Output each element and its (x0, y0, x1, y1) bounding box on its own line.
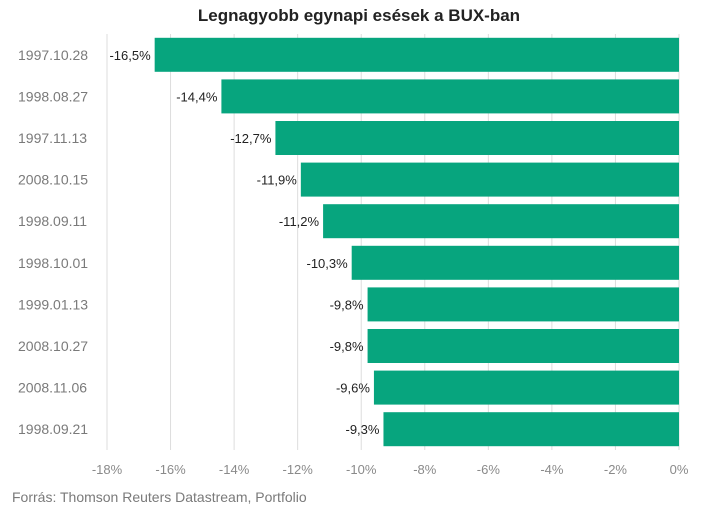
data-label: -9,6% (336, 381, 370, 396)
source-note: Forrás: Thomson Reuters Datastream, Port… (12, 489, 307, 505)
bar (383, 412, 679, 447)
bar (221, 79, 679, 114)
bar (300, 162, 679, 197)
data-label: -14,4% (176, 89, 218, 104)
x-tick-label: -10% (346, 462, 377, 477)
data-label: -9,8% (330, 339, 364, 354)
category-label: 2008.11.06 (18, 380, 87, 396)
x-tick-label: -6% (477, 462, 501, 477)
x-tick-label: -16% (155, 462, 186, 477)
category-label: 1999.01.13 (18, 296, 88, 312)
bar-chart: -18% -16% -14% -12% -10% -8% -6% -4% -2% 0% 1997.1… (18, 34, 689, 477)
category-label: 2008.10.27 (18, 338, 88, 354)
bar (367, 329, 679, 363)
category-label: 1998.09.11 (18, 213, 87, 229)
bar (367, 287, 679, 322)
data-label: -9,3% (345, 422, 379, 437)
x-tick-label: -14% (219, 462, 250, 477)
data-label: -10,3% (306, 256, 348, 271)
x-tick-label: -12% (282, 462, 313, 477)
data-label: -16,5% (109, 48, 151, 63)
x-tick-label: -8% (413, 462, 437, 477)
bar (275, 121, 679, 155)
category-label: 1997.10.28 (18, 47, 88, 63)
category-label: 1997.11.13 (18, 130, 87, 146)
category-label: 1998.10.01 (18, 255, 88, 271)
chart-title: Legnagyobb egynapi esések a BUX-ban (197, 6, 521, 25)
x-tick-label: -18% (92, 462, 123, 477)
bar (351, 245, 679, 280)
data-label: -11,9% (257, 173, 298, 188)
bar (373, 370, 679, 405)
x-tick-label: -4% (540, 462, 564, 477)
category-label: 2008.10.15 (18, 172, 88, 188)
bar (323, 204, 679, 239)
x-tick-label: -2% (604, 462, 628, 477)
data-label: -11,2% (279, 214, 320, 229)
data-label: -9,8% (330, 297, 364, 312)
bar (154, 37, 679, 72)
category-label: 1998.08.27 (18, 88, 88, 104)
x-tick-label: 0% (670, 462, 689, 477)
data-label: -12,7% (230, 131, 272, 146)
category-label: 1998.09.21 (18, 421, 88, 437)
